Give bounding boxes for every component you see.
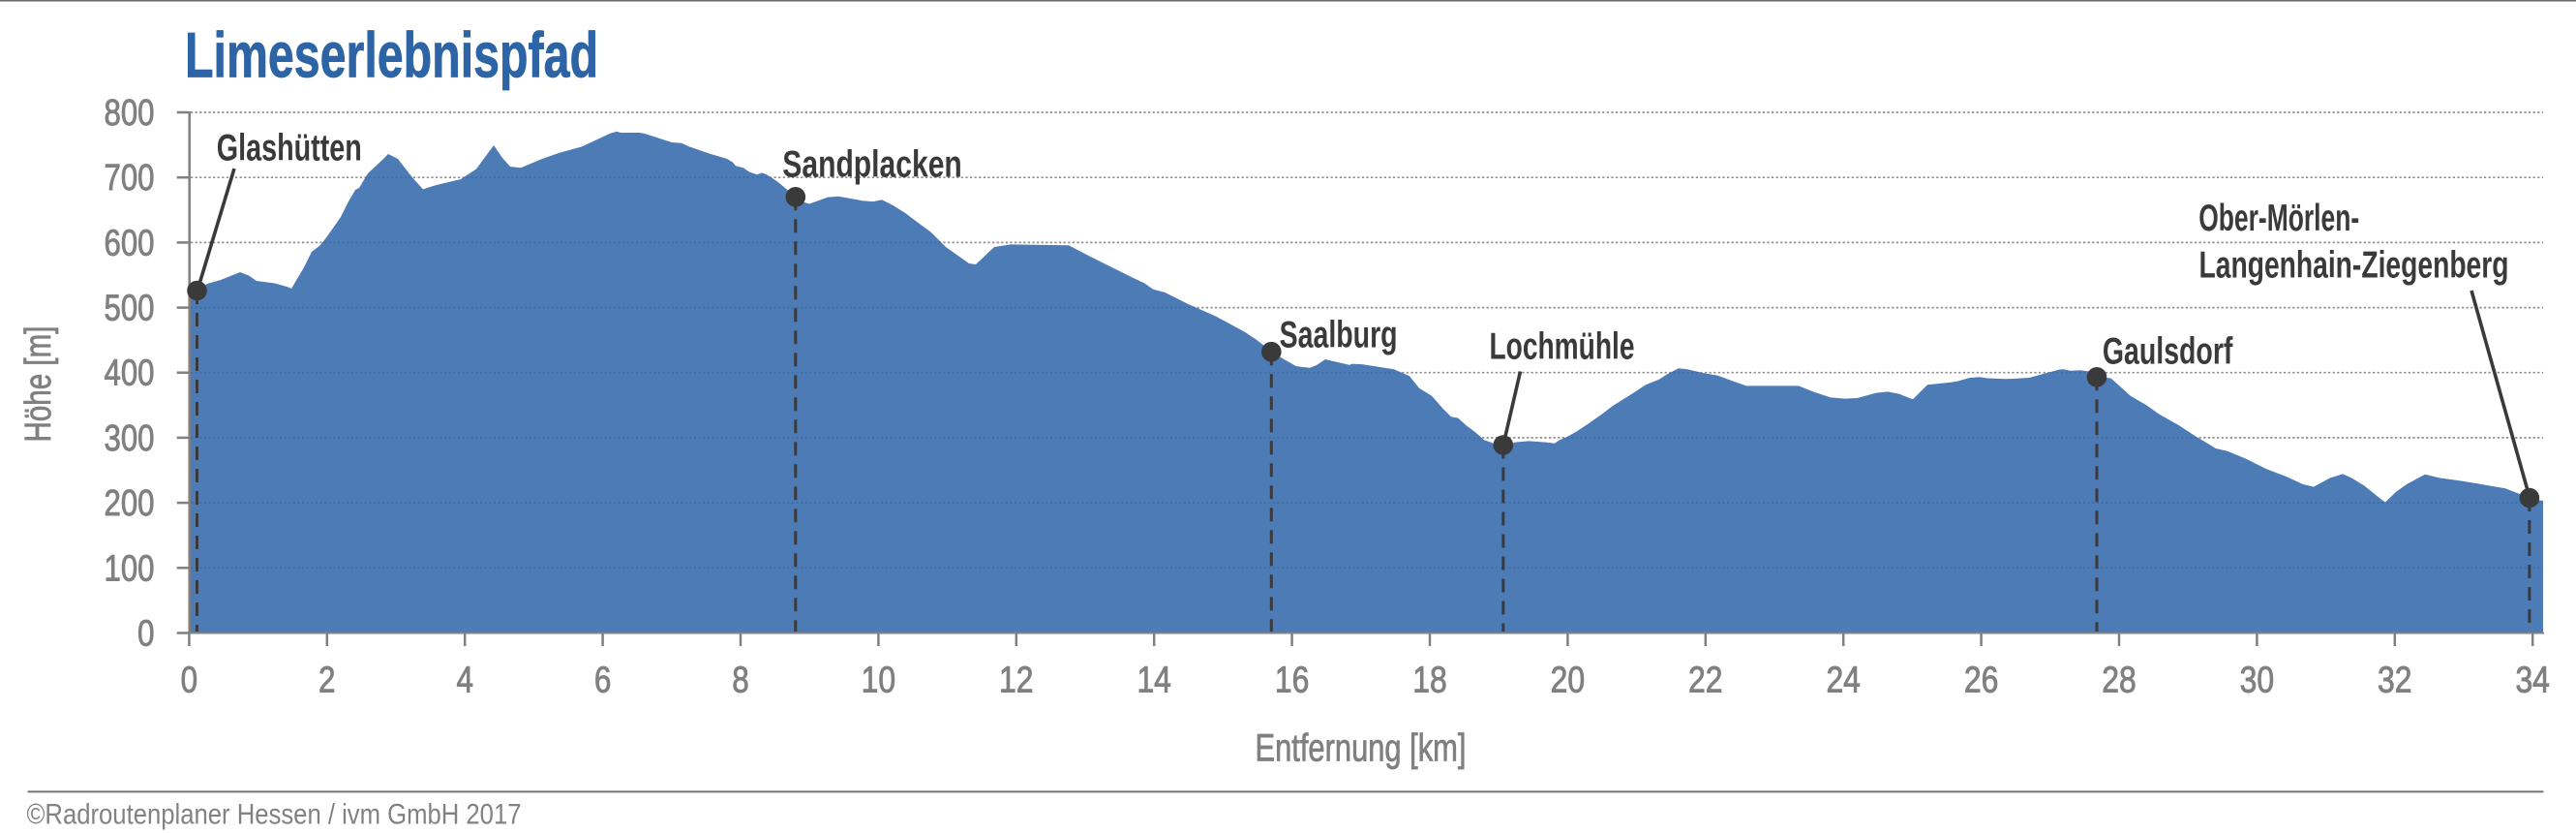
svg-text:300: 300 bbox=[105, 418, 155, 459]
svg-text:4: 4 bbox=[456, 661, 473, 701]
svg-text:Ober-Mörlen-: Ober-Mörlen- bbox=[2198, 198, 2359, 239]
svg-text:30: 30 bbox=[2240, 661, 2275, 701]
svg-text:Glashütten: Glashütten bbox=[217, 128, 362, 170]
svg-text:16: 16 bbox=[1275, 661, 1310, 701]
svg-text:Entfernung [km]: Entfernung [km] bbox=[1256, 727, 1467, 770]
svg-text:8: 8 bbox=[732, 661, 749, 701]
svg-text:200: 200 bbox=[105, 483, 155, 524]
svg-text:12: 12 bbox=[999, 661, 1034, 701]
svg-text:18: 18 bbox=[1412, 661, 1447, 701]
svg-text:20: 20 bbox=[1551, 661, 1586, 701]
svg-text:©Radroutenplaner Hessen / ivm: ©Radroutenplaner Hessen / ivm GmbH 2017 bbox=[27, 799, 522, 831]
svg-text:Sandplacken: Sandplacken bbox=[782, 143, 962, 185]
svg-text:700: 700 bbox=[105, 158, 155, 199]
svg-text:26: 26 bbox=[1964, 661, 1999, 701]
svg-text:22: 22 bbox=[1688, 661, 1723, 701]
svg-text:Lochmühle: Lochmühle bbox=[1490, 325, 1635, 367]
svg-text:600: 600 bbox=[105, 223, 155, 263]
svg-text:0: 0 bbox=[181, 661, 198, 701]
svg-text:Höhe [m]: Höhe [m] bbox=[18, 326, 59, 443]
svg-text:Langenhain-Ziegenberg: Langenhain-Ziegenberg bbox=[2199, 244, 2509, 286]
svg-text:10: 10 bbox=[862, 661, 896, 701]
svg-text:400: 400 bbox=[105, 354, 155, 394]
svg-text:2: 2 bbox=[318, 661, 336, 701]
svg-text:Saalburg: Saalburg bbox=[1280, 315, 1398, 356]
svg-text:Gaulsdorf: Gaulsdorf bbox=[2103, 330, 2233, 372]
svg-text:14: 14 bbox=[1136, 661, 1171, 701]
svg-text:Limeserlebnispfad: Limeserlebnispfad bbox=[185, 19, 598, 91]
svg-text:500: 500 bbox=[105, 289, 155, 329]
svg-text:800: 800 bbox=[105, 93, 155, 134]
svg-text:6: 6 bbox=[594, 661, 612, 701]
svg-text:34: 34 bbox=[2515, 661, 2550, 701]
svg-text:100: 100 bbox=[105, 548, 155, 589]
svg-text:24: 24 bbox=[1826, 661, 1861, 701]
svg-text:28: 28 bbox=[2102, 661, 2137, 701]
svg-text:0: 0 bbox=[137, 614, 155, 655]
svg-text:32: 32 bbox=[2378, 661, 2412, 701]
